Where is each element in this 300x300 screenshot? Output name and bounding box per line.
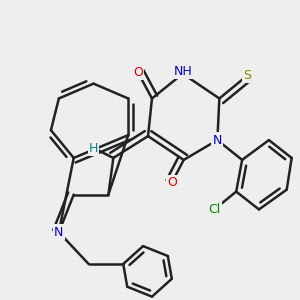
- Text: O: O: [133, 66, 143, 79]
- Text: S: S: [243, 69, 251, 82]
- Text: N: N: [54, 226, 64, 239]
- Text: Cl: Cl: [208, 203, 220, 216]
- Text: N: N: [213, 134, 222, 147]
- Text: H: H: [89, 142, 98, 154]
- Text: O: O: [167, 176, 177, 189]
- Text: NH: NH: [173, 65, 192, 78]
